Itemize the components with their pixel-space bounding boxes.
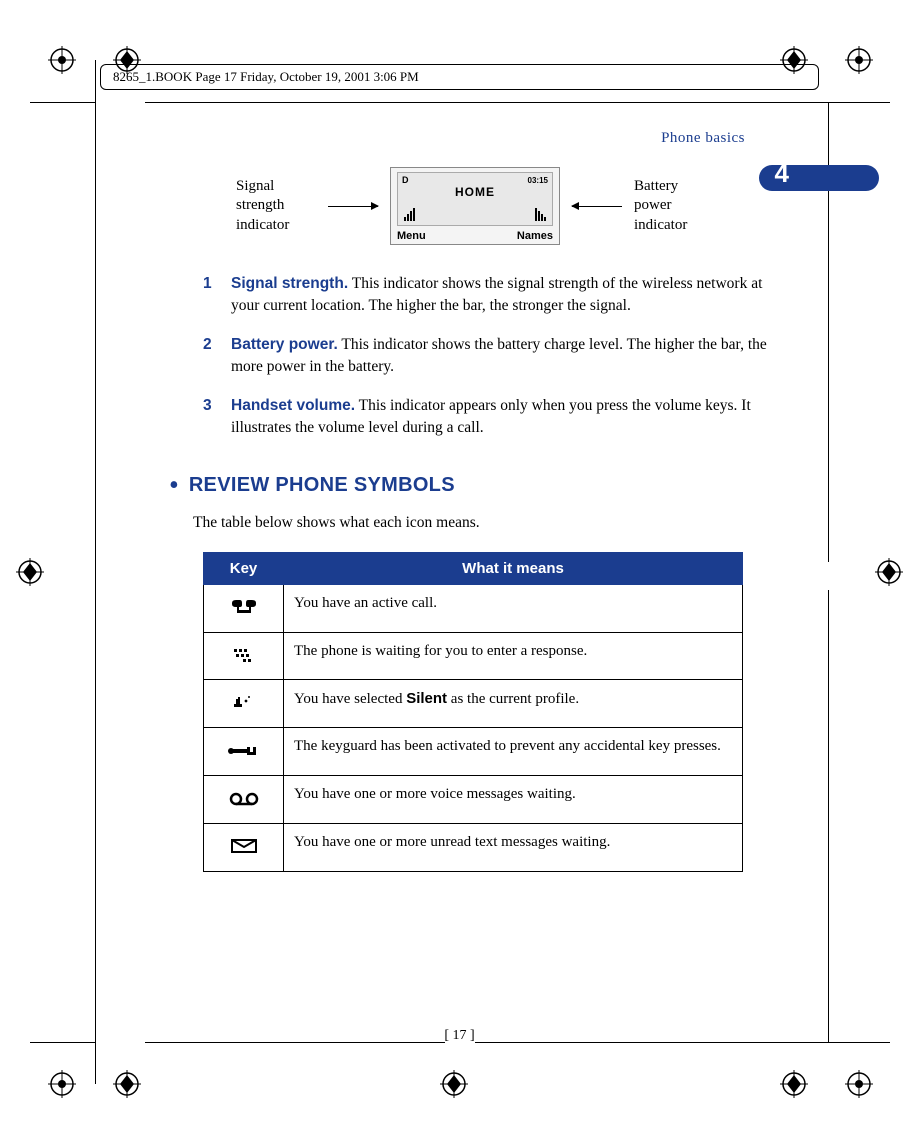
screen-home-label: HOME [398, 185, 552, 199]
crop-mark-icon [440, 1070, 468, 1098]
waiting-icon [232, 643, 256, 668]
cell-text: You have one or more unread text message… [294, 834, 610, 850]
table-row: You have one or more voice messages wait… [204, 776, 743, 824]
screen-time: 03:15 [528, 176, 548, 185]
table-row: You have one or more unread text message… [204, 823, 743, 871]
table-row: You have an active call. [204, 584, 743, 632]
crop-mark-icon [16, 558, 44, 586]
frame-line [828, 590, 829, 1042]
crop-mark-icon [780, 1070, 808, 1098]
keyguard-icon [227, 738, 261, 763]
frame-line [145, 102, 890, 103]
voicemail-icon [229, 786, 259, 811]
item-title: Signal strength. [231, 275, 348, 292]
table-row: The phone is waiting for you to enter a … [204, 632, 743, 680]
crop-mark-icon [875, 558, 903, 586]
arrow-icon [572, 206, 622, 207]
cell-text: The phone is waiting for you to enter a … [294, 643, 587, 659]
phone-diagram: Signal strength indicator D 03:15 HOME [175, 167, 775, 245]
active-call-icon [228, 595, 260, 620]
phone-screen-mock: D 03:15 HOME [390, 167, 560, 245]
section-label: Phone basics [175, 130, 775, 147]
intro-text: The table below shows what each icon mea… [193, 514, 775, 532]
table-header-key: Key [204, 552, 284, 584]
print-header-text: 8265_1.BOOK Page 17 Friday, October 19, … [113, 69, 419, 84]
section-heading: REVIEW PHONE SYMBOLS [189, 474, 455, 497]
cell-text: You have an active call. [294, 595, 437, 611]
item-number: 2 [203, 334, 217, 379]
crop-mark-icon [845, 46, 873, 74]
crop-mark-icon [48, 46, 76, 74]
numbered-list: 1 Signal strength. This indicator shows … [203, 273, 775, 440]
crop-mark-icon [48, 1070, 76, 1098]
silent-icon [233, 690, 255, 715]
callout-battery-power: Battery power indicator [634, 177, 714, 236]
table-row: The keyguard has been activated to preve… [204, 728, 743, 776]
frame-line [30, 102, 95, 103]
item-title: Handset volume. [231, 397, 355, 414]
crop-mark-icon [113, 1070, 141, 1098]
page-content: Phone basics Signal strength indicator D… [175, 130, 775, 872]
bullet-icon: • [169, 472, 179, 500]
cell-text: You have one or more voice messages wait… [294, 786, 576, 802]
item-title: Battery power. [231, 336, 338, 353]
crop-mark-icon [845, 1070, 873, 1098]
item-number: 3 [203, 395, 217, 440]
screen-menu-label: Menu [397, 230, 426, 242]
list-item: 1 Signal strength. This indicator shows … [203, 273, 775, 318]
cell-text: The keyguard has been activated to preve… [294, 738, 721, 754]
section-heading-row: • REVIEW PHONE SYMBOLS [169, 472, 775, 500]
screen-names-label: Names [517, 230, 553, 242]
symbols-table: Key What it means You have an active cal… [203, 552, 743, 872]
cell-bold: Silent [406, 690, 447, 707]
cell-text: as the current profile. [447, 691, 579, 707]
signal-bars-icon [404, 205, 415, 221]
frame-line [95, 60, 96, 1084]
cell-text: You have selected [294, 691, 406, 707]
list-item: 2 Battery power. This indicator shows th… [203, 334, 775, 379]
battery-bars-icon [535, 205, 546, 221]
print-header: 8265_1.BOOK Page 17 Friday, October 19, … [100, 64, 819, 90]
text-message-icon [230, 834, 258, 859]
page-number: [ 17 ] [0, 1028, 919, 1044]
table-header-meaning: What it means [284, 552, 743, 584]
arrow-icon [328, 206, 378, 207]
item-number: 1 [203, 273, 217, 318]
callout-signal-strength: Signal strength indicator [236, 177, 316, 236]
screen-d-indicator: D [402, 175, 409, 185]
table-row: You have selected Silent as the current … [204, 680, 743, 728]
chapter-number: 4 [775, 158, 789, 189]
list-item: 3 Handset volume. This indicator appears… [203, 395, 775, 440]
